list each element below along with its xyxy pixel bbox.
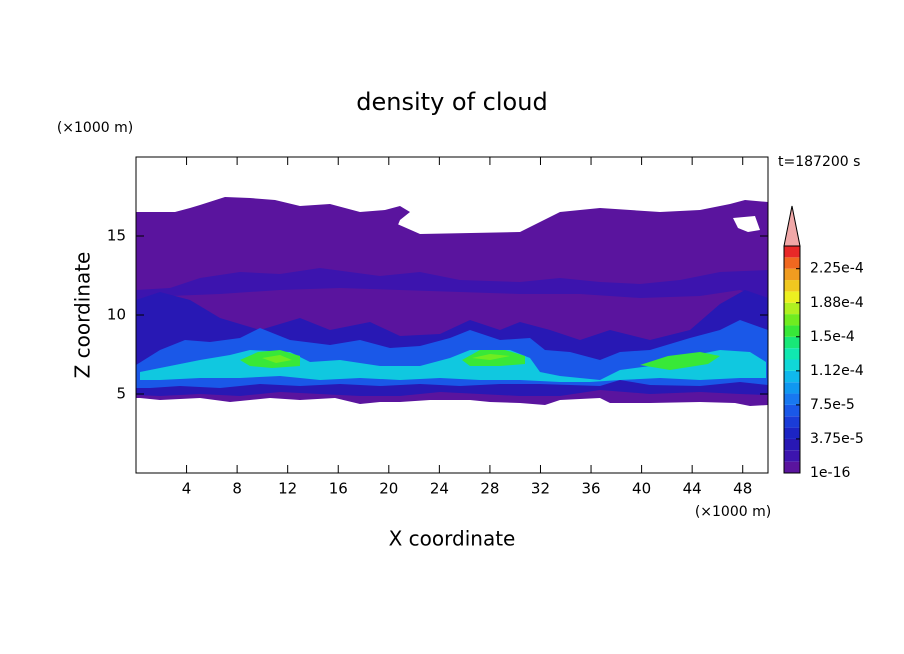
time-annotation: t=187200 s: [778, 154, 860, 170]
colorbar-tick-label: 1.5e-4: [810, 329, 855, 345]
x-tick-label: 4: [182, 480, 192, 498]
y-unit: (×1000 m): [57, 120, 133, 136]
x-tick-label: 20: [379, 480, 398, 498]
colorbar-segment: [784, 257, 800, 269]
colorbar-segment: [784, 404, 800, 417]
y-axis-label: Z coordinate: [71, 252, 95, 379]
x-tick-label: 32: [531, 480, 550, 498]
x-unit: (×1000 m): [695, 504, 771, 520]
colorbar-segment: [784, 393, 800, 405]
colorbar-segment: [784, 291, 800, 303]
x-tick-label: 40: [632, 480, 651, 498]
colorbar-segment: [784, 427, 800, 439]
y-tick-label: 15: [107, 227, 126, 245]
x-tick-label: 12: [278, 480, 297, 498]
colorbar-segment: [784, 302, 800, 315]
chart-title: density of cloud: [356, 88, 547, 116]
x-tick-label: 48: [733, 480, 752, 498]
colorbar: 1e-16 3.75e-5 7.5e-5 1.12e-4 1.5e-4 1.88e-4 2.…: [783, 205, 864, 481]
colorbar-tick-label: 1e-16: [810, 465, 850, 481]
colorbar-tick-label: 1.12e-4: [810, 363, 864, 379]
y-tick-label: 5: [116, 385, 126, 403]
x-tick-label: 8: [232, 480, 242, 498]
colorbar-extend: [783, 205, 801, 247]
colorbar-tick-label: 2.25e-4: [810, 261, 864, 277]
colorbar-segment: [784, 450, 800, 462]
colorbar-segment: [784, 438, 800, 451]
colorbar-segment: [784, 359, 800, 371]
colorbar-segment: [784, 325, 800, 337]
contour-field: [136, 197, 768, 406]
colorbar-segment: [784, 336, 800, 349]
colorbar-segment: [784, 416, 800, 428]
colorbar-segment: [784, 268, 800, 281]
x-tick-label: 24: [430, 480, 449, 498]
colorbar-tick-label: 3.75e-5: [810, 431, 864, 447]
x-axis-label: X coordinate: [389, 527, 516, 551]
x-tick-label: 16: [329, 480, 348, 498]
colorbar-segment: [784, 370, 800, 383]
colorbar-segment: [784, 382, 800, 394]
colorbar-segment: [784, 314, 800, 326]
colorbar-segment: [784, 348, 800, 360]
x-tick-label: 36: [581, 480, 600, 498]
x-tick-label: 28: [480, 480, 499, 498]
colorbar-tick-label: 7.5e-5: [810, 397, 855, 413]
y-tick-label: 10: [107, 306, 126, 324]
colorbar-segment: [784, 461, 800, 473]
x-tick-label: 44: [683, 480, 702, 498]
colorbar-frame: [783, 245, 801, 474]
colorbar-tick-label: 1.88e-4: [810, 295, 864, 311]
colorbar-segment: [784, 246, 800, 258]
colorbar-segment: [784, 280, 800, 292]
